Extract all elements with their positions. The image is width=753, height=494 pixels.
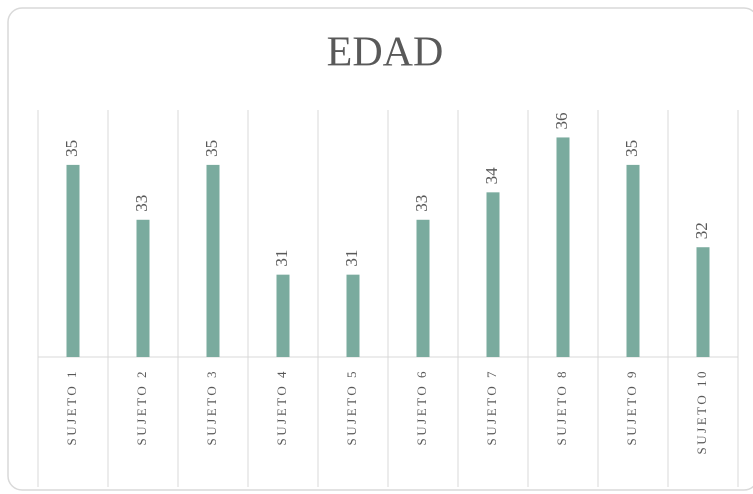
bar xyxy=(276,274,290,357)
data-label: 32 xyxy=(692,222,711,239)
x-tick-label: SUJETO 5 xyxy=(344,369,359,445)
data-label: 35 xyxy=(202,140,221,157)
bar xyxy=(416,219,430,357)
data-label: 31 xyxy=(342,250,361,267)
chart-frame xyxy=(7,7,753,491)
data-label: 35 xyxy=(622,140,641,157)
bar xyxy=(206,164,220,357)
bar xyxy=(136,219,150,357)
data-label: 34 xyxy=(482,167,501,185)
bar xyxy=(626,164,640,357)
bar xyxy=(346,274,360,357)
x-tick-label: SUJETO 2 xyxy=(134,369,149,445)
data-label: 36 xyxy=(552,112,571,129)
data-label: 35 xyxy=(62,140,81,157)
x-tick-label: SUJETO 1 xyxy=(64,369,79,445)
bar xyxy=(66,164,80,357)
x-tick-label: SUJETO 9 xyxy=(624,369,639,445)
x-tick-label: SUJETO 6 xyxy=(414,369,429,445)
x-tick-label: SUJETO 10 xyxy=(694,369,709,454)
data-label: 33 xyxy=(132,195,151,212)
bar xyxy=(486,192,500,357)
x-tick-label: SUJETO 8 xyxy=(554,369,569,445)
data-label: 31 xyxy=(272,250,291,267)
bar xyxy=(696,247,710,357)
x-tick-label: SUJETO 3 xyxy=(204,369,219,445)
x-tick-label: SUJETO 7 xyxy=(484,369,499,445)
chart-title: EDAD xyxy=(327,30,444,76)
data-label: 33 xyxy=(412,195,431,212)
x-tick-label: SUJETO 4 xyxy=(274,369,289,445)
bar xyxy=(556,137,570,357)
